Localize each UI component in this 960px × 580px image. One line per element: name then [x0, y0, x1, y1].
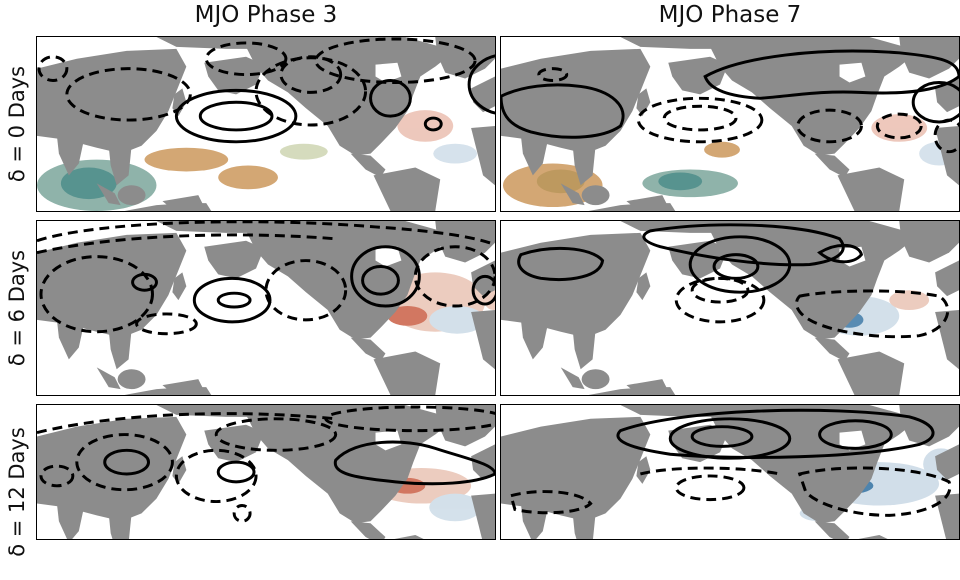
positive-contours — [103, 440, 495, 486]
positive-contours — [131, 245, 495, 324]
row-label-lag-6: δ = 6 Days — [5, 249, 29, 367]
negative-contours — [37, 37, 477, 127]
negative-contours — [37, 221, 495, 336]
negative-contours — [509, 466, 952, 517]
map-panel-phase3-lag12 — [36, 404, 496, 540]
map-panel-phase7-lag6 — [500, 220, 960, 396]
map-panel-phase7-lag0 — [500, 36, 960, 212]
positive-contours — [616, 408, 935, 460]
row-label-lag-0: δ = 0 Days — [5, 65, 29, 183]
positive-contours — [501, 49, 959, 139]
map-panel-phase3-lag0 — [36, 36, 496, 212]
row-label-lag-12: δ = 12 Days — [5, 427, 30, 557]
positive-contours — [517, 223, 864, 294]
map-panel-phase7-lag12 — [500, 404, 960, 540]
negative-contours — [674, 276, 950, 339]
column-title-phase-7: MJO Phase 7 — [658, 2, 802, 28]
negative-contours — [537, 67, 959, 154]
negative-contours — [37, 405, 495, 523]
positive-contours — [174, 54, 495, 144]
map-panel-phase3-lag6 — [36, 220, 496, 396]
column-title-phase-3: MJO Phase 3 — [194, 2, 338, 28]
